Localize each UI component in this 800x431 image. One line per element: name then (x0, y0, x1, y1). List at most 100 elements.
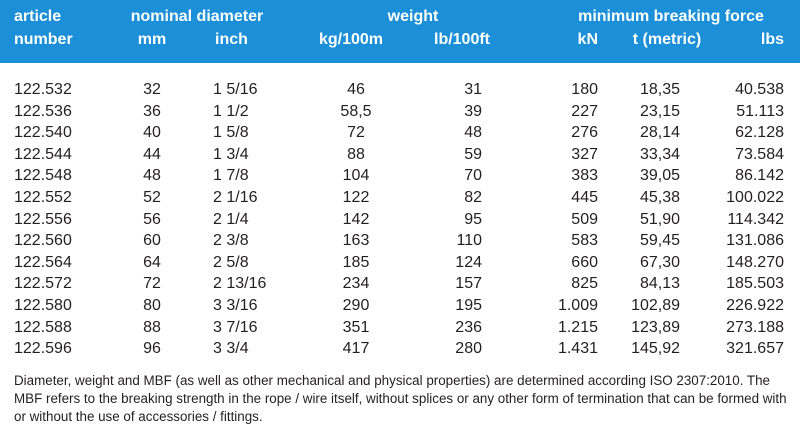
cell: 825 (571, 275, 598, 293)
cell: 131.086 (726, 232, 784, 250)
cell: 122.536 (14, 102, 72, 120)
column-header: mm (137, 31, 167, 48)
cell: 52 (143, 189, 161, 206)
cell: 40 (143, 124, 161, 142)
cell: 40.538 (735, 81, 784, 98)
cell: 1.215 (557, 318, 598, 336)
cell: 445 (571, 189, 598, 206)
column-header: t (metric) (632, 31, 702, 48)
cell: 84,13 (639, 275, 680, 293)
cell: 51.113 (736, 102, 784, 120)
cell: 48 (464, 124, 482, 142)
group-header: weight (387, 8, 439, 25)
cell: 114.342 (727, 210, 784, 228)
column-header: number (14, 31, 73, 48)
cell: 122 (342, 189, 370, 206)
cell: 122.580 (14, 297, 72, 314)
cell: 31 (464, 81, 482, 98)
cell: 67,30 (639, 253, 680, 271)
cell: 100.022 (726, 189, 784, 206)
cell: 39,05 (639, 167, 680, 185)
cell: 660 (571, 253, 598, 271)
cell: 1 3/4 (213, 145, 249, 163)
cell: 157 (455, 275, 482, 293)
cell: 124 (455, 253, 482, 271)
cell: 23,15 (639, 102, 680, 120)
cell: 88 (347, 145, 365, 163)
footnote: Diameter, weight and MBF (as well as oth… (14, 373, 787, 424)
cell: 290 (342, 297, 370, 314)
cell: 60 (143, 232, 161, 250)
cell: 351 (342, 318, 370, 336)
cell: 236 (455, 318, 482, 336)
cell: 321.657 (726, 340, 784, 358)
cell: 51,90 (639, 210, 680, 228)
cell: 3 3/16 (213, 297, 258, 314)
cell: 234 (342, 275, 370, 293)
cell: 33,34 (639, 145, 680, 163)
cell: 110 (456, 232, 482, 250)
cell: 45,38 (639, 189, 680, 206)
cell: 226.922 (726, 297, 784, 314)
column-header: lb/100ft (433, 31, 491, 48)
cell: 148.270 (726, 253, 784, 271)
cell: 70 (464, 167, 482, 185)
cell: 2 1/4 (213, 210, 249, 228)
cell: 122.564 (14, 253, 72, 271)
cell: 104 (342, 167, 370, 185)
header-band (0, 0, 800, 63)
cell: 2 1/16 (213, 189, 258, 206)
cell: 62.128 (735, 124, 784, 142)
cell: 145,92 (631, 340, 680, 358)
cell: 1.431 (557, 340, 598, 358)
cell: 32 (143, 81, 161, 98)
cell: 1 5/16 (213, 81, 258, 98)
cell: 383 (571, 167, 598, 185)
cell: 44 (143, 145, 161, 163)
cell: 185 (342, 253, 370, 271)
cell: 82 (464, 189, 482, 206)
column-header: inch (215, 31, 248, 48)
cell: 88 (143, 318, 161, 336)
cell: 102,89 (631, 297, 680, 314)
cell: 1 1/2 (213, 102, 249, 120)
group-header: article (14, 8, 62, 25)
cell: 227 (571, 102, 598, 120)
group-header: nominal diameter (130, 8, 264, 25)
cell: 1 5/8 (213, 124, 249, 142)
cell: 122.552 (14, 189, 72, 206)
cell: 180 (571, 81, 598, 98)
cell: 122.596 (14, 340, 72, 358)
cell: 417 (342, 340, 370, 358)
cell: 122.544 (14, 145, 72, 163)
cell: 39 (464, 102, 482, 120)
cell: 195 (455, 297, 482, 314)
cell: 64 (143, 253, 161, 271)
cell: 276 (571, 124, 598, 142)
column-header: lbs (760, 31, 784, 48)
cell: 46 (347, 81, 365, 98)
cell: 48 (143, 167, 161, 185)
cell: 280 (455, 340, 482, 358)
cell: 80 (143, 297, 161, 314)
cell: 59 (464, 145, 482, 163)
cell: 72 (143, 275, 161, 293)
cell: 72 (347, 124, 365, 142)
cell: 59,45 (639, 232, 680, 250)
cell: 1.009 (557, 297, 598, 314)
cell: 163 (342, 232, 370, 250)
cell: 509 (571, 210, 598, 228)
cell: 583 (571, 232, 598, 250)
cell: 58,5 (340, 102, 372, 120)
cell: 3 7/16 (213, 318, 258, 336)
cell: 185.503 (726, 275, 784, 293)
cell: 122.548 (14, 167, 72, 185)
cell: 3 3/4 (213, 340, 249, 358)
cell: 2 13/16 (213, 275, 267, 293)
cell: 2 5/8 (213, 253, 249, 271)
cell: 122.556 (14, 210, 72, 228)
cell: 122.572 (14, 275, 72, 293)
group-header: minimum breaking force (578, 8, 764, 25)
cell: 73.584 (735, 145, 784, 163)
